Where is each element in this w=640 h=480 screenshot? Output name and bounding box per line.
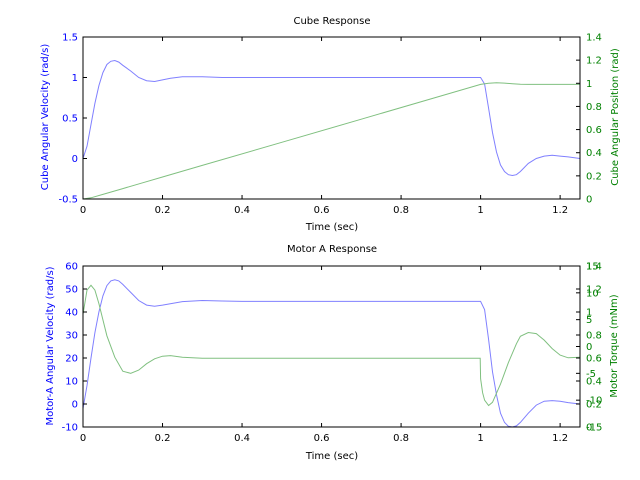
y-tick-label-right: 0 [586, 195, 592, 206]
plot-frame [82, 36, 581, 200]
x-tick-label: 1.2 [552, 433, 568, 444]
y-tick-label-left: 30 [65, 331, 78, 342]
y-axis-label-right: Cube Angular Position (rad) [610, 48, 621, 186]
x-tick-label: 1 [477, 433, 483, 444]
y-tick-label-right: 10 [586, 288, 599, 299]
y-tick-label-right: -5 [586, 369, 596, 380]
y-tick-label-right-extra: 1 [586, 308, 592, 319]
cube-response-plot: Cube Response Time (sec) Cube Angular Ve… [40, 16, 621, 233]
x-tick-label: 1.2 [552, 205, 568, 216]
y-tick-label-right-extra: 0.8 [586, 331, 602, 342]
y-tick-label-right: 0.2 [586, 171, 602, 182]
y-tick-label-right: 1.4 [586, 33, 602, 44]
y-tick-label-right: 0 [586, 342, 592, 353]
chart-title: Cube Response [293, 16, 370, 27]
y-tick-label-right: 5 [586, 315, 592, 326]
y-tick-label-right: 0.8 [586, 102, 602, 113]
y-tick-label-right-extra: 0.6 [586, 354, 602, 365]
x-tick-label: 0.8 [393, 205, 409, 216]
series-line-right-axis [83, 82, 580, 199]
y-tick-label-right: 0.6 [586, 125, 602, 136]
y-tick-label-right: 1.2 [586, 56, 602, 67]
plot-frame [82, 265, 581, 428]
y-tick-label-left: -0.5 [58, 195, 78, 206]
y-tick-label-left: 1.5 [62, 33, 78, 44]
y-tick-label-left: 40 [65, 308, 78, 319]
series-line-right-axis [83, 284, 580, 407]
y-tick-label-left: 50 [65, 285, 78, 296]
y-tick-label-left: -10 [62, 423, 78, 434]
x-tick-label: 0.4 [234, 205, 250, 216]
x-tick-label: 0.6 [314, 433, 330, 444]
y-axis-label-left: Motor-A Angular Velocity (rad/s) [45, 266, 56, 425]
y-tick-label-right: -15 [586, 423, 602, 434]
series-line-left-axis [83, 59, 580, 177]
x-tick-label: 0.6 [314, 205, 330, 216]
y-tick-label-right-extra: 0.4 [586, 377, 602, 388]
y-tick-label-right-extra: 0.2 [586, 400, 602, 411]
y-tick-label-right: -10 [586, 396, 602, 407]
y-tick-label-right-extra: 0 [586, 423, 592, 434]
x-tick-label: 1 [477, 205, 483, 216]
y-tick-label-right: 0.4 [586, 148, 602, 159]
x-tick-label: 0.8 [393, 433, 409, 444]
x-axis-label: Time (sec) [305, 222, 358, 233]
x-tick-label: 0.4 [234, 433, 250, 444]
y-axis-label-left: Cube Angular Velocity (rad/s) [40, 44, 51, 191]
x-tick-label: 0 [80, 205, 86, 216]
y-tick-label-right: 15 [586, 262, 599, 273]
y-tick-label-left: 1 [72, 73, 78, 84]
y-tick-label-left: 0.5 [62, 114, 78, 125]
x-tick-label: 0.2 [155, 433, 171, 444]
chart-title: Motor A Response [287, 244, 377, 255]
x-tick-label: 0 [80, 433, 86, 444]
y-tick-label-left: 0 [72, 400, 78, 411]
y-tick-label-left: 60 [65, 262, 78, 273]
series-line-left-axis [83, 279, 580, 427]
y-tick-label-left: 20 [65, 354, 78, 365]
y-tick-label-left: 0 [72, 154, 78, 165]
x-tick-label: 0.2 [155, 205, 171, 216]
y-tick-label-right-extra: 1.2 [586, 285, 602, 296]
y-tick-label-left: 10 [65, 377, 78, 388]
y-tick-label-right-extra: 1.4 [586, 262, 602, 273]
y-tick-label-right: 1 [586, 79, 592, 90]
x-axis-label: Time (sec) [305, 451, 358, 462]
y-axis-label-right: Motor Torque (mNm) [609, 294, 620, 397]
motor-a-response-plot: Motor A Response Time (sec) Motor-A Angu… [45, 244, 620, 462]
